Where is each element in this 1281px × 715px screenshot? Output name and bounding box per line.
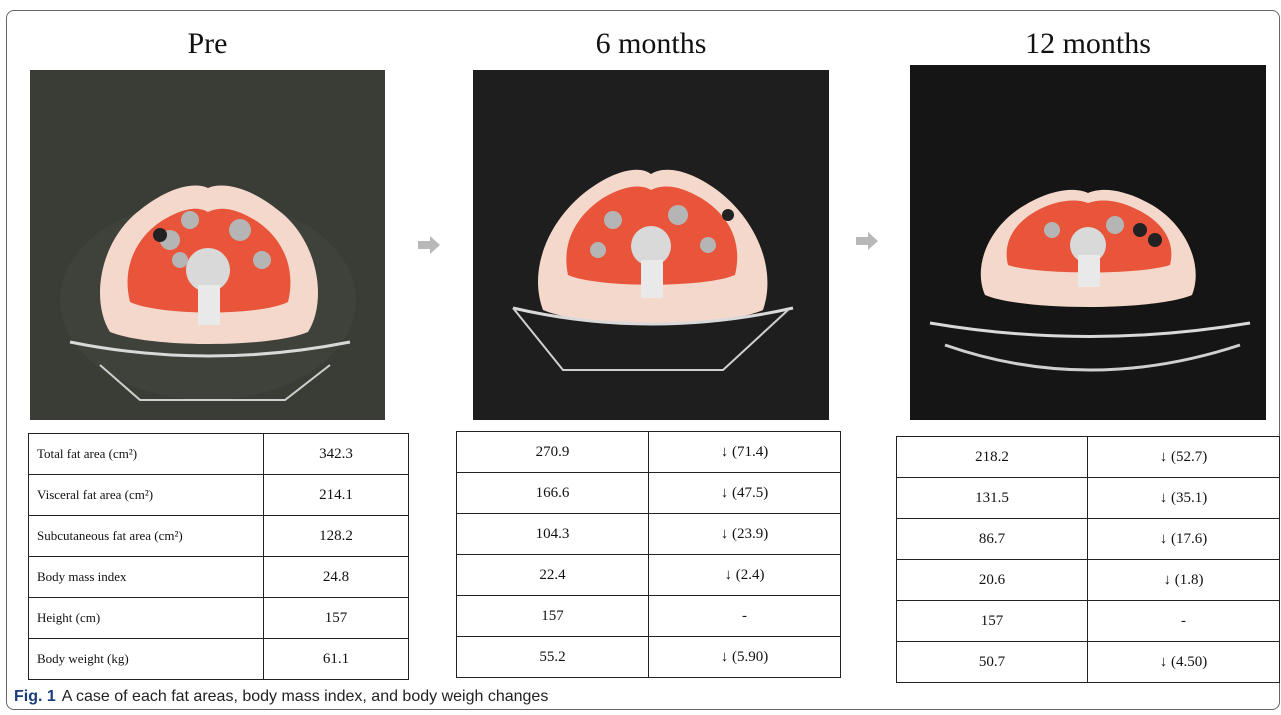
row-value: 86.7 <box>896 518 1088 560</box>
row-value: 61.1 <box>263 638 409 680</box>
table-row: 55.2 ↓ (5.90) <box>456 636 841 678</box>
figure-label: Fig. 1 <box>14 688 56 705</box>
table-6-months: 270.9 ↓ (71.4) 166.6 ↓ (47.5) 104.3 ↓ (2… <box>456 431 841 678</box>
figure-frame <box>6 10 1280 710</box>
row-value: 157 <box>456 595 649 637</box>
row-label: Body weight (kg) <box>28 638 264 680</box>
row-change: ↓ (47.5) <box>648 472 841 514</box>
table-pre: Total fat area (cm²) 342.3 Visceral fat … <box>28 433 409 680</box>
row-label: Height (cm) <box>28 597 264 639</box>
ct-scan-pre <box>30 70 385 420</box>
row-label: Visceral fat area (cm²) <box>28 474 264 516</box>
arrow-right-icon <box>856 232 878 250</box>
row-change: ↓ (2.4) <box>648 554 841 596</box>
row-change: ↓ (5.90) <box>648 636 841 678</box>
table-row: 22.4 ↓ (2.4) <box>456 554 841 596</box>
row-change: ↓ (17.6) <box>1087 518 1280 560</box>
panel-title-pre: Pre <box>187 27 228 60</box>
table-row: 50.7 ↓ (4.50) <box>896 641 1280 683</box>
row-change: ↓ (35.1) <box>1087 477 1280 519</box>
row-change: ↓ (4.50) <box>1087 641 1280 683</box>
row-value: 24.8 <box>263 556 409 598</box>
table-row: 104.3 ↓ (23.9) <box>456 513 841 555</box>
table-row: 86.7 ↓ (17.6) <box>896 518 1280 560</box>
row-value: 55.2 <box>456 636 649 678</box>
row-label: Total fat area (cm²) <box>28 433 264 475</box>
row-label: Subcutaneous fat area (cm²) <box>28 515 264 557</box>
row-change: ↓ (23.9) <box>648 513 841 555</box>
table-row: 218.2 ↓ (52.7) <box>896 436 1280 478</box>
row-value: 157 <box>896 600 1088 642</box>
row-value: 342.3 <box>263 433 409 475</box>
panel-title-12-months: 12 months <box>1025 27 1151 60</box>
caption-text: A case of each fat areas, body mass inde… <box>61 688 549 705</box>
ct-scan-6-months <box>473 70 829 420</box>
figure-caption: Fig. 1 A case of each fat areas, body mas… <box>14 688 548 706</box>
row-value: 214.1 <box>263 474 409 516</box>
table-row: Subcutaneous fat area (cm²) 128.2 <box>28 515 409 557</box>
panel-title-6-months: 6 months <box>595 27 707 60</box>
ct-scan-12-months <box>910 65 1266 420</box>
row-change: - <box>648 595 841 637</box>
table-row: 20.6 ↓ (1.8) <box>896 559 1280 601</box>
row-value: 131.5 <box>896 477 1088 519</box>
row-value: 50.7 <box>896 641 1088 683</box>
row-value: 104.3 <box>456 513 649 555</box>
row-change: - <box>1087 600 1280 642</box>
row-value: 166.6 <box>456 472 649 514</box>
row-label: Body mass index <box>28 556 264 598</box>
table-row: 157 - <box>896 600 1280 642</box>
table-row: Total fat area (cm²) 342.3 <box>28 433 409 475</box>
arrow-right-icon <box>418 236 440 254</box>
row-change: ↓ (71.4) <box>648 431 841 473</box>
table-row: Body mass index 24.8 <box>28 556 409 598</box>
table-12-months: 218.2 ↓ (52.7) 131.5 ↓ (35.1) 86.7 ↓ (17… <box>896 436 1280 683</box>
row-value: 218.2 <box>896 436 1088 478</box>
table-row: Height (cm) 157 <box>28 597 409 639</box>
table-row: Visceral fat area (cm²) 214.1 <box>28 474 409 516</box>
table-row: 157 - <box>456 595 841 637</box>
row-value: 20.6 <box>896 559 1088 601</box>
table-row: 166.6 ↓ (47.5) <box>456 472 841 514</box>
row-value: 128.2 <box>263 515 409 557</box>
row-value: 157 <box>263 597 409 639</box>
row-value: 270.9 <box>456 431 649 473</box>
table-row: Body weight (kg) 61.1 <box>28 638 409 680</box>
row-change: ↓ (52.7) <box>1087 436 1280 478</box>
row-change: ↓ (1.8) <box>1087 559 1280 601</box>
table-row: 131.5 ↓ (35.1) <box>896 477 1280 519</box>
row-value: 22.4 <box>456 554 649 596</box>
table-row: 270.9 ↓ (71.4) <box>456 431 841 473</box>
